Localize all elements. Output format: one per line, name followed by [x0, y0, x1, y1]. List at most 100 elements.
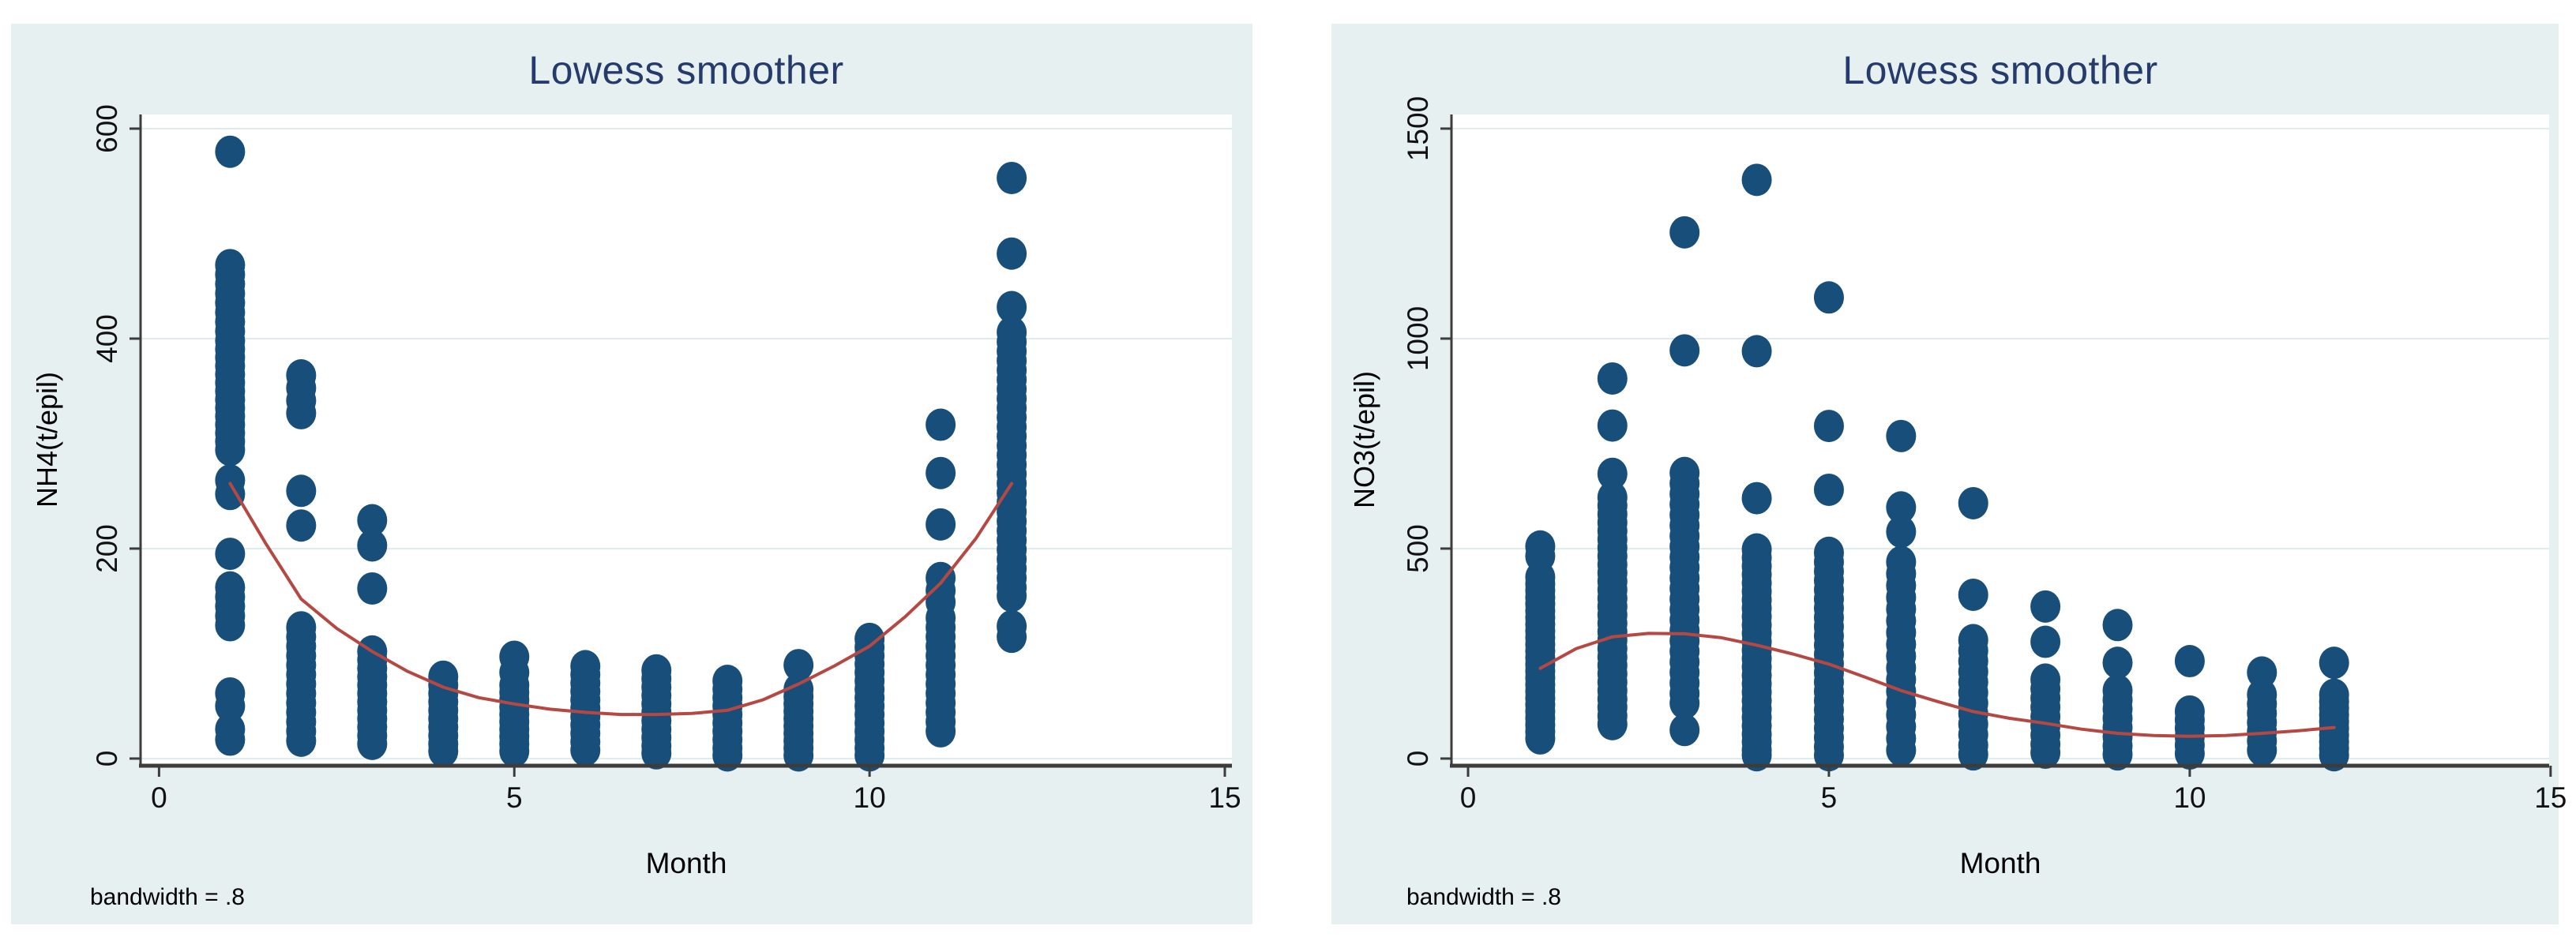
data-point [215, 135, 246, 168]
data-point [215, 433, 246, 467]
y-tick-label: 0 [91, 750, 123, 767]
data-point [215, 478, 246, 511]
x-tick-label: 15 [2534, 781, 2567, 814]
data-point [1669, 687, 1700, 720]
data-point [1741, 335, 1772, 368]
data-point [215, 689, 246, 722]
data-point [1669, 714, 1700, 747]
data-point [926, 508, 956, 541]
y-tick-label: 500 [1402, 524, 1434, 573]
data-point [2030, 625, 2061, 658]
chart-title: Lowess smoother [1842, 48, 2158, 92]
scatter-plot-svg [130, 114, 1232, 777]
data-point [997, 161, 1027, 194]
data-point [1813, 473, 1844, 506]
data-point [1958, 738, 1988, 771]
data-point [783, 649, 814, 682]
y-axis-title: NH4(t/epil) [31, 371, 63, 508]
data-point [854, 739, 885, 772]
data-point [2319, 647, 2349, 680]
data-point [1958, 578, 1988, 611]
data-point [1741, 739, 1772, 772]
scatter-plot-svg [1440, 114, 2552, 777]
data-point [1958, 486, 1988, 519]
data-point [1597, 409, 1628, 442]
data-point [2319, 739, 2349, 772]
data-point [1741, 482, 1772, 515]
data-point [997, 620, 1027, 654]
data-point [997, 237, 1027, 270]
data-point [926, 456, 956, 489]
x-tick-label: 0 [151, 781, 167, 814]
data-point [1597, 457, 1628, 490]
data-point [1525, 721, 1556, 755]
y-axis-title: NO3(t/epil) [1348, 370, 1380, 509]
data-point [357, 727, 388, 760]
data-point [215, 538, 246, 571]
x-tick-label: 0 [1459, 781, 1477, 814]
x-tick-label: 5 [505, 781, 523, 814]
data-point [357, 504, 388, 537]
data-point [499, 735, 530, 768]
lowess-chart-panel-nh4: Lowess smoother NH4(t/epil) Month bandwi… [11, 24, 1252, 924]
data-point [1813, 410, 1844, 443]
data-point [2102, 609, 2133, 642]
data-point [2247, 733, 2277, 766]
data-point [286, 724, 317, 757]
data-point [428, 735, 459, 768]
data-point [712, 739, 743, 772]
lowess-line [1538, 632, 2336, 738]
data-point [641, 736, 672, 770]
data-point [1813, 281, 1844, 314]
bandwidth-note: bandwidth = .8 [90, 884, 245, 910]
data-point [997, 579, 1027, 613]
lowess-line [228, 482, 1014, 717]
data-point [286, 474, 317, 508]
data-point [1886, 733, 1917, 766]
x-axis-title: Month [645, 847, 727, 879]
data-point [926, 408, 956, 441]
data-point [570, 733, 601, 766]
x-tick-label: 10 [2173, 781, 2206, 814]
x-tick-label: 15 [1208, 781, 1241, 814]
data-point [215, 609, 246, 642]
data-point [1886, 515, 1917, 549]
y-tick-label: 400 [91, 314, 123, 363]
data-point [357, 529, 388, 562]
data-point [1597, 362, 1628, 395]
data-point [2247, 656, 2277, 689]
data-point [783, 739, 814, 772]
plot-area [141, 114, 1232, 766]
y-tick-label: 600 [91, 104, 123, 153]
data-point [2174, 645, 2205, 678]
data-point [1886, 491, 1917, 524]
data-point [1597, 707, 1628, 740]
y-tick-label: 1000 [1402, 305, 1434, 372]
plot-area [1451, 114, 2549, 766]
data-point [997, 290, 1027, 324]
data-point [357, 572, 388, 605]
y-tick-label: 1500 [1402, 96, 1434, 162]
data-point [286, 396, 317, 429]
data-point [926, 714, 956, 748]
data-point [2102, 738, 2133, 771]
data-point [2102, 647, 2133, 680]
data-point [1741, 163, 1772, 197]
x-tick-label: 10 [853, 781, 886, 814]
data-point [2174, 737, 2205, 770]
data-point [1669, 334, 1700, 367]
data-point [1813, 739, 1844, 772]
data-point [215, 723, 246, 756]
y-tick-label: 0 [1402, 750, 1434, 767]
x-axis-title: Month [1959, 847, 2041, 879]
data-point [1886, 419, 1917, 452]
lowess-chart-panel-no3: Lowess smoother NO3(t/epil) Month bandwi… [1331, 24, 2567, 924]
chart-title: Lowess smoother [528, 48, 844, 92]
data-point [286, 509, 317, 542]
data-point [1669, 216, 1700, 249]
data-point [2030, 590, 2061, 623]
y-tick-label: 200 [91, 524, 123, 573]
x-tick-label: 5 [1820, 781, 1838, 814]
data-point [2030, 736, 2061, 770]
bandwidth-note: bandwidth = .8 [1406, 884, 1561, 910]
